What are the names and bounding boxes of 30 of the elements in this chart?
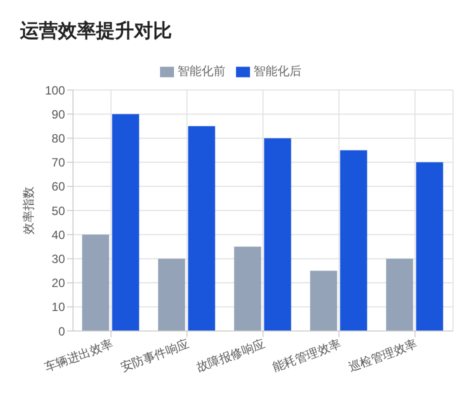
x-tick-label: 巡检管理效率 xyxy=(346,336,419,374)
bar xyxy=(340,150,368,331)
bar xyxy=(158,258,186,331)
y-tick-label: 20 xyxy=(52,276,66,290)
y-tick-label: 10 xyxy=(52,300,66,314)
bar xyxy=(188,126,216,331)
bar xyxy=(264,138,292,331)
y-tick-label: 50 xyxy=(52,204,66,218)
chart-title: 运营效率提升对比 xyxy=(19,20,173,44)
y-axis-title: 效率指数 xyxy=(21,186,36,234)
x-tick-label: 故障报修响应 xyxy=(194,336,267,374)
y-tick-label: 70 xyxy=(52,156,66,170)
legend-label: 智能化后 xyxy=(254,64,302,78)
y-tick-label: 30 xyxy=(52,252,66,266)
y-tick-label: 0 xyxy=(58,324,66,338)
x-tick-label: 安防事件响应 xyxy=(118,336,191,374)
y-tick-label: 90 xyxy=(52,107,66,122)
legend-label: 智能化前 xyxy=(178,64,226,78)
y-tick-label: 60 xyxy=(52,180,66,194)
bar xyxy=(112,114,140,331)
bar xyxy=(310,270,338,331)
x-tick-label: 能耗管理效率 xyxy=(270,336,343,374)
y-tick-label: 100 xyxy=(44,83,66,98)
y-tick-label: 80 xyxy=(52,131,66,146)
bar xyxy=(234,246,262,331)
bar xyxy=(82,234,110,331)
x-tick-label: 车辆进出效率 xyxy=(42,336,115,374)
bar xyxy=(416,162,444,331)
y-tick-label: 40 xyxy=(52,228,66,242)
bar xyxy=(386,258,414,331)
